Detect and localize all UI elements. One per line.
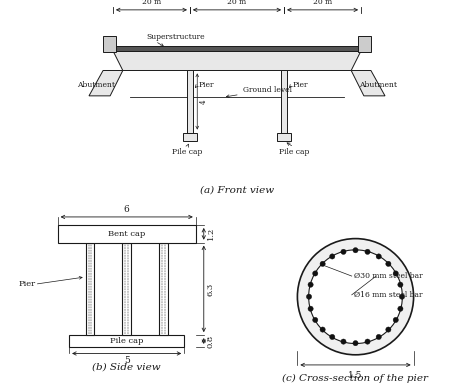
Bar xyxy=(122,243,131,335)
Text: Superstructure: Superstructure xyxy=(147,33,205,41)
Polygon shape xyxy=(113,51,361,70)
Circle shape xyxy=(365,339,370,344)
Circle shape xyxy=(400,294,405,300)
Bar xyxy=(281,70,287,133)
Bar xyxy=(69,335,184,347)
Circle shape xyxy=(393,271,398,276)
Text: Bent cap: Bent cap xyxy=(108,230,146,238)
Text: Ø16 mm steel bar: Ø16 mm steel bar xyxy=(354,291,422,299)
Text: Pile cap: Pile cap xyxy=(110,337,143,345)
Circle shape xyxy=(308,282,313,287)
Circle shape xyxy=(376,254,382,259)
Circle shape xyxy=(329,254,335,259)
Bar xyxy=(113,46,361,51)
Text: 20 m: 20 m xyxy=(142,0,161,6)
Circle shape xyxy=(306,294,311,300)
Circle shape xyxy=(341,339,346,344)
Text: 1.2: 1.2 xyxy=(207,227,215,241)
Circle shape xyxy=(313,318,318,322)
Text: Pier: Pier xyxy=(292,80,308,88)
Text: 4: 4 xyxy=(200,99,208,104)
Circle shape xyxy=(309,250,402,344)
Circle shape xyxy=(320,261,325,267)
Text: 5: 5 xyxy=(124,357,129,365)
Circle shape xyxy=(398,306,403,311)
Text: Pile cap: Pile cap xyxy=(279,148,309,156)
Circle shape xyxy=(353,247,358,253)
Circle shape xyxy=(386,327,391,332)
Text: Ground level: Ground level xyxy=(243,86,292,94)
Circle shape xyxy=(365,249,370,254)
Polygon shape xyxy=(89,70,123,96)
Text: Pier: Pier xyxy=(199,80,214,88)
Circle shape xyxy=(353,340,358,346)
Circle shape xyxy=(398,282,403,287)
Bar xyxy=(183,133,197,141)
Circle shape xyxy=(297,239,414,355)
Text: (c) Cross-section of the pier: (c) Cross-section of the pier xyxy=(283,373,428,383)
Circle shape xyxy=(376,334,382,340)
Circle shape xyxy=(320,327,325,332)
Text: (b) Side view: (b) Side view xyxy=(92,363,161,372)
Bar xyxy=(86,243,94,335)
Text: 1.5: 1.5 xyxy=(348,370,363,380)
Text: 6: 6 xyxy=(124,205,129,214)
Circle shape xyxy=(386,261,391,267)
Text: 0.8: 0.8 xyxy=(207,334,215,348)
Bar xyxy=(58,225,196,243)
Text: Abutment: Abutment xyxy=(77,80,115,88)
Bar xyxy=(187,70,193,133)
Text: Pile cap: Pile cap xyxy=(172,148,202,156)
Text: 20 m: 20 m xyxy=(228,0,246,6)
Circle shape xyxy=(308,306,313,311)
Text: Ø30 mm steel bar: Ø30 mm steel bar xyxy=(354,272,422,280)
Polygon shape xyxy=(351,70,385,96)
Bar xyxy=(103,36,116,52)
Circle shape xyxy=(341,249,346,254)
Text: 6.3: 6.3 xyxy=(207,282,215,296)
Text: (a) Front view: (a) Front view xyxy=(200,185,274,195)
Text: Pier: Pier xyxy=(18,280,36,288)
Text: Abutment: Abutment xyxy=(359,80,397,88)
Circle shape xyxy=(329,334,335,340)
Bar xyxy=(358,36,371,52)
Bar xyxy=(159,243,168,335)
Circle shape xyxy=(393,318,398,322)
Bar xyxy=(277,133,291,141)
Text: 20 m: 20 m xyxy=(313,0,332,6)
Circle shape xyxy=(313,271,318,276)
